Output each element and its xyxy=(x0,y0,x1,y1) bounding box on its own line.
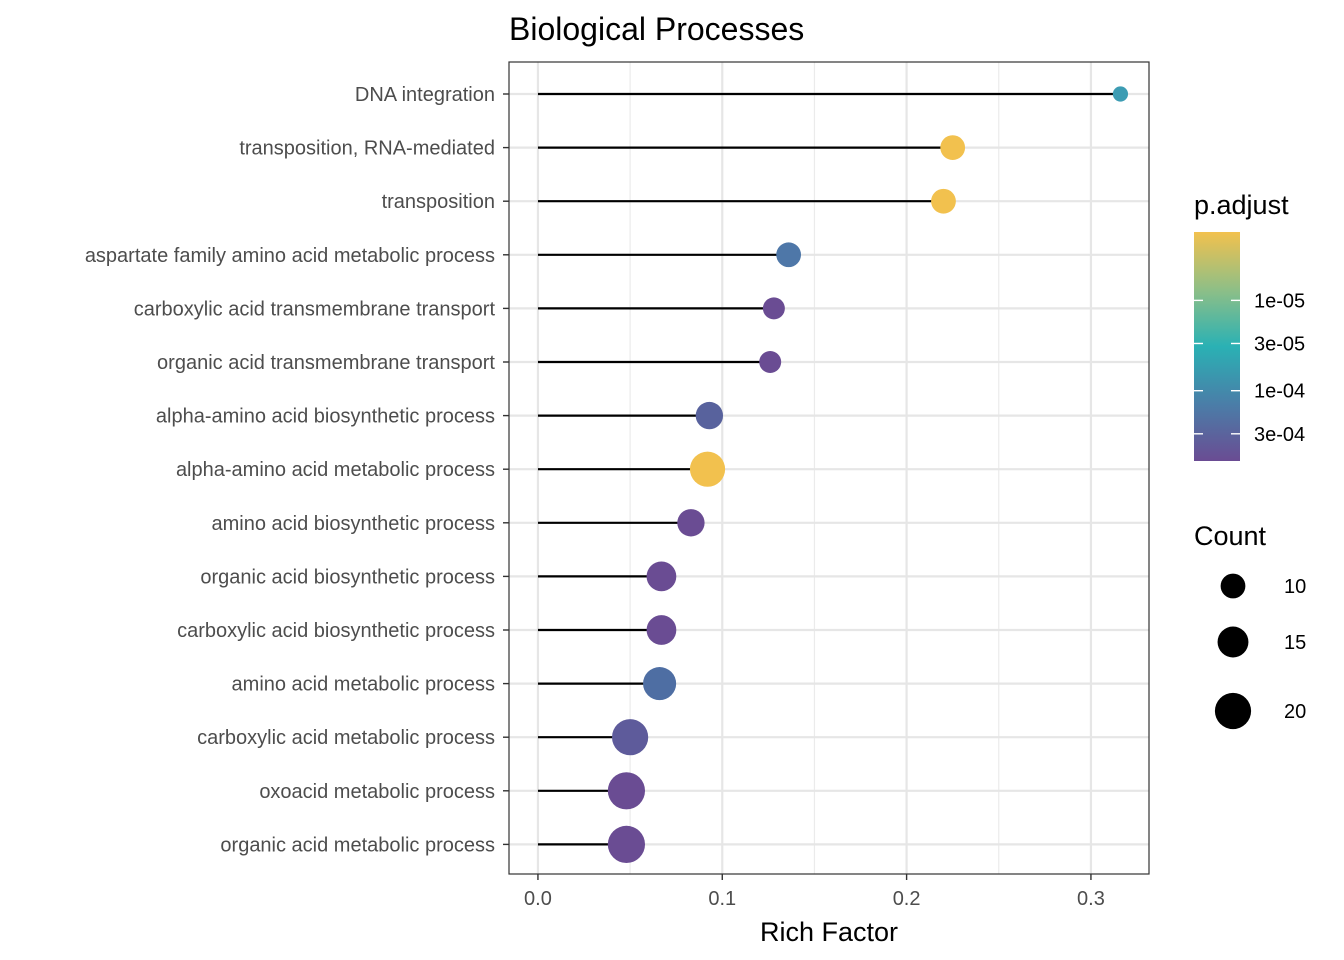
count-legend-keys: 10 15 20 xyxy=(1214,573,1306,730)
data-point xyxy=(695,401,724,430)
category-label: amino acid biosynthetic process xyxy=(212,513,495,535)
x-tick-label: 0.1 xyxy=(708,888,736,910)
count-legend-key xyxy=(1214,692,1252,730)
category-label: organic acid transmembrane transport xyxy=(157,352,495,374)
category-label: transposition xyxy=(382,191,495,213)
x-tick-label: 0.3 xyxy=(1077,888,1105,910)
colorbar-tick-label: 1e-05 xyxy=(1254,290,1305,312)
category-label: alpha-amino acid metabolic process xyxy=(176,459,495,481)
count-legend-label: 10 xyxy=(1284,576,1306,598)
category-label: organic acid metabolic process xyxy=(220,834,495,856)
stem-layer xyxy=(537,92,1121,846)
plot-panel xyxy=(508,61,1150,875)
data-point xyxy=(646,615,677,645)
category-label: carboxylic acid metabolic process xyxy=(197,727,495,749)
category-label: DNA integration xyxy=(355,84,495,106)
x-axis-title: Rich Factor xyxy=(760,917,898,947)
category-label: carboxylic acid biosynthetic process xyxy=(177,620,495,642)
data-point xyxy=(762,297,785,320)
count-legend-title: Count xyxy=(1194,521,1267,551)
colorbar-tick-label: 3e-05 xyxy=(1254,333,1305,355)
x-tick-label: 0.0 xyxy=(524,888,552,910)
p-adjust-colorbar xyxy=(1194,232,1240,461)
p-adjust-legend-title: p.adjust xyxy=(1194,190,1289,220)
colorbar-tick-label: 1e-04 xyxy=(1254,381,1305,403)
data-point xyxy=(931,188,956,214)
category-label: carboxylic acid transmembrane transport xyxy=(134,298,496,320)
data-point xyxy=(607,825,646,863)
dot-layer xyxy=(607,86,1129,863)
category-label: oxoacid metabolic process xyxy=(259,781,495,803)
grid-layer xyxy=(509,62,1149,874)
count-legend-label: 20 xyxy=(1284,701,1306,723)
colorbar-tick-label: 3e-04 xyxy=(1254,424,1305,446)
p-adjust-legend: p.adjust 1e-05 3e-05 1e-04 3e-04 xyxy=(1194,190,1305,461)
category-label: aspartate family amino acid metabolic pr… xyxy=(85,245,495,267)
category-label: alpha-amino acid biosynthetic process xyxy=(156,406,495,428)
y-axis: DNA integration transposition, RNA-mediat… xyxy=(85,84,509,856)
x-tick-label: 0.2 xyxy=(893,888,921,910)
data-point xyxy=(759,351,782,373)
category-label: organic acid biosynthetic process xyxy=(200,566,495,588)
data-point xyxy=(689,451,726,487)
data-point xyxy=(607,772,646,810)
colorbar-ticks: 1e-05 3e-05 1e-04 3e-04 xyxy=(1194,290,1305,446)
data-point xyxy=(677,509,705,537)
data-point xyxy=(1112,86,1129,102)
count-legend: Count 10 15 20 xyxy=(1194,521,1306,730)
data-point xyxy=(940,135,966,160)
data-point xyxy=(646,561,677,592)
data-point xyxy=(612,719,649,756)
count-legend-key xyxy=(1217,626,1249,658)
count-legend-key xyxy=(1220,573,1246,599)
data-point xyxy=(776,242,802,268)
category-label: amino acid metabolic process xyxy=(232,674,495,696)
count-legend-label: 15 xyxy=(1284,632,1306,654)
data-point xyxy=(643,667,677,701)
x-axis: 0.0 0.1 0.2 0.3 xyxy=(524,874,1105,910)
category-label: transposition, RNA-mediated xyxy=(239,138,495,160)
chart-title: Biological Processes xyxy=(509,11,804,47)
